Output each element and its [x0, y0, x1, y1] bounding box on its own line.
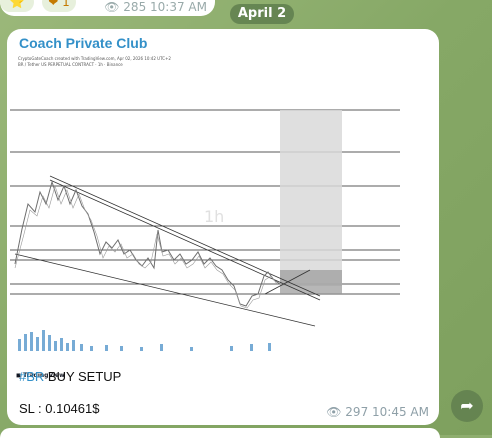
previous-time: 10:37 AM	[150, 0, 207, 14]
eye-icon: 👁	[104, 0, 120, 14]
tradingview-logo-icon: ◼	[16, 372, 21, 379]
share-arrow-icon: ➦	[460, 396, 474, 415]
previous-message[interactable]: ⭐ ❤ 1 👁 285 10:37 AM	[0, 0, 215, 16]
eye-icon: 👁	[326, 405, 342, 419]
timeframe-watermark: 1h	[204, 207, 224, 226]
hashtag-link[interactable]: #BR	[19, 369, 45, 384]
channel-name[interactable]: Coach Private Club	[19, 35, 148, 51]
date-divider: April 2	[230, 4, 294, 24]
setup-title-text: BUY SETUP	[44, 369, 122, 384]
tradingview-branding: ◼ TradingView	[16, 372, 65, 379]
next-message[interactable]	[0, 428, 440, 438]
message-meta: 👁 297 10:45 AM	[326, 405, 429, 419]
price-chart: 1h USDT0.240000.220000.200000.160000.140…	[10, 109, 400, 351]
reaction-star[interactable]: ⭐	[0, 0, 34, 12]
chart-header-line1: CryptoGateCoach created with TradingView…	[18, 56, 171, 61]
previous-message-meta: 👁 285 10:37 AM	[104, 0, 207, 14]
target-zone	[280, 110, 342, 286]
chart-image[interactable]: CryptoGateCoach created with TradingView…	[10, 54, 400, 379]
stop-loss-text: SL : 0.10461$	[19, 401, 100, 416]
message-time: 10:45 AM	[372, 405, 429, 419]
stop-zone	[280, 270, 342, 294]
reaction-heart[interactable]: ❤ 1	[42, 0, 76, 12]
message-bubble[interactable]: Coach Private Club CryptoGateCoach creat…	[7, 29, 439, 425]
message-views: 297	[345, 405, 369, 419]
chart-header-line2: BR / Tether US PERPETUAL CONTRACT · 1h ·…	[18, 62, 123, 67]
previous-views: 285	[123, 0, 147, 14]
share-button[interactable]: ➦	[451, 390, 483, 422]
setup-title: #BR BUY SETUP	[19, 369, 121, 384]
